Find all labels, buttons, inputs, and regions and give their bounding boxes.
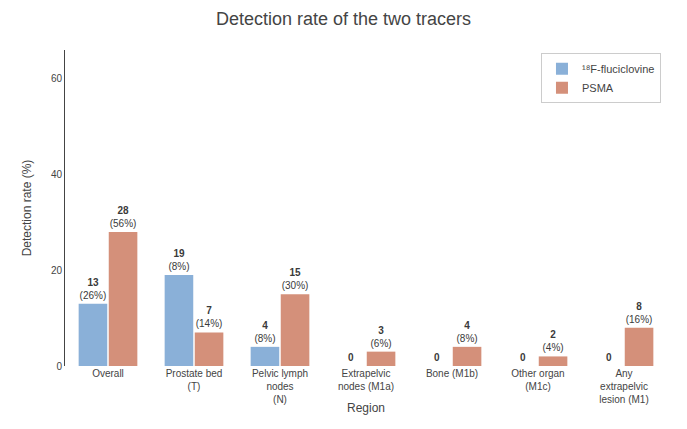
svg-text:¹⁸F-fluciclovine: ¹⁸F-fluciclovine <box>582 63 655 75</box>
svg-text:2(4%): 2(4%) <box>542 329 563 353</box>
svg-text:60: 60 <box>51 73 63 84</box>
svg-text:Extrapelvicnodes (M1a): Extrapelvicnodes (M1a) <box>338 368 394 392</box>
svg-text:28(56%): 28(56%) <box>110 205 137 229</box>
svg-text:7(14%): 7(14%) <box>196 305 223 329</box>
svg-text:19(8%): 19(8%) <box>168 248 189 272</box>
svg-text:Prostate bed(T): Prostate bed(T) <box>166 368 223 392</box>
svg-text:13(26%): 13(26%) <box>80 277 107 301</box>
svg-text:0: 0 <box>348 352 354 363</box>
svg-text:0: 0 <box>606 352 612 363</box>
svg-text:Other organ(M1c): Other organ(M1c) <box>511 368 564 392</box>
svg-text:3(6%): 3(6%) <box>370 325 391 349</box>
svg-text:Detection rate (%): Detection rate (%) <box>20 160 34 257</box>
svg-text:Overall: Overall <box>92 368 124 379</box>
svg-text:20: 20 <box>51 265 63 276</box>
svg-text:0: 0 <box>434 352 440 363</box>
svg-text:PSMA: PSMA <box>582 82 614 94</box>
svg-text:40: 40 <box>51 169 63 180</box>
svg-text:8(16%): 8(16%) <box>626 301 653 325</box>
svg-text:Anyextrapelviclesion (M1): Anyextrapelviclesion (M1) <box>599 368 648 405</box>
svg-text:0: 0 <box>520 352 526 363</box>
svg-text:Bone (M1b): Bone (M1b) <box>426 368 478 379</box>
svg-text:Detection rate of the two trac: Detection rate of the two tracers <box>216 9 471 29</box>
svg-text:Region: Region <box>347 401 385 415</box>
svg-text:0: 0 <box>56 361 62 372</box>
svg-text:Pelvic lymphnodes(N): Pelvic lymphnodes(N) <box>252 368 308 405</box>
svg-text:4(8%): 4(8%) <box>254 320 275 344</box>
svg-text:15(30%): 15(30%) <box>282 267 309 291</box>
svg-text:4(8%): 4(8%) <box>456 320 477 344</box>
